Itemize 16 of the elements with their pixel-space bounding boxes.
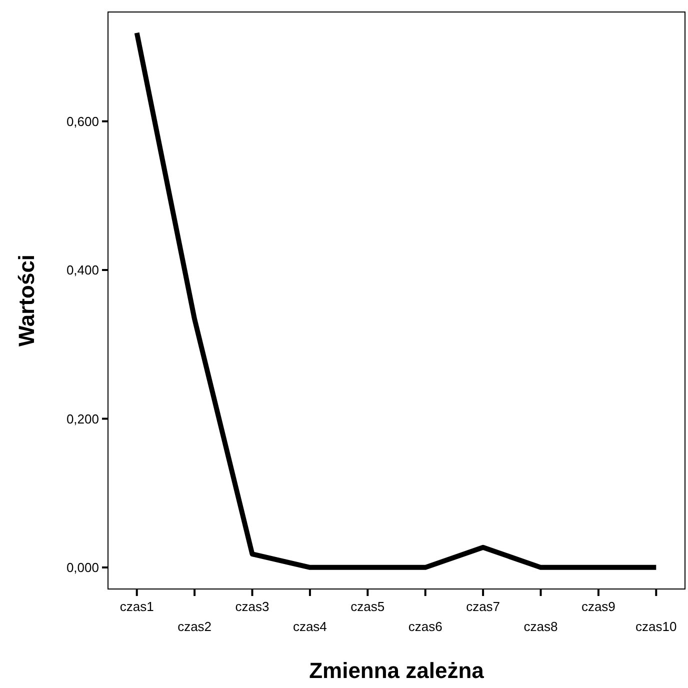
- y-tick-label: 0,600: [66, 114, 99, 129]
- x-tick-label: czas3: [235, 599, 270, 614]
- y-tick-label: 0,200: [66, 411, 99, 426]
- x-tick-label: czas10: [636, 619, 677, 634]
- x-tick-label: czas1: [120, 599, 154, 614]
- x-tick-label: czas2: [178, 619, 212, 634]
- y-tick-label: 0,000: [66, 560, 99, 575]
- x-tick-label: czas4: [292, 619, 327, 634]
- y-tick-label: 0,400: [66, 262, 99, 278]
- x-tick-label: czas9: [581, 599, 616, 614]
- x-tick-label: czas7: [466, 599, 500, 614]
- x-tick-label: czas6: [408, 619, 442, 634]
- y-axis-title: Wartości: [14, 254, 39, 347]
- x-tick-label: czas5: [350, 599, 385, 614]
- x-tick-label: czas8: [524, 619, 558, 634]
- x-axis-title: Zmienna zależna: [309, 658, 485, 683]
